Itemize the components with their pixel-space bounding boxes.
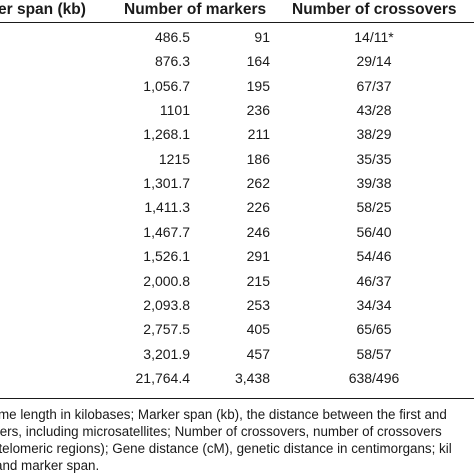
markers-cell: 3,438 bbox=[234, 369, 270, 386]
crossovers-cell: 54/46 bbox=[356, 248, 392, 265]
markers-cell: 186 bbox=[246, 150, 270, 167]
marker-span-cell: 1,411.3 bbox=[144, 199, 190, 216]
table-row: 3,201.9 457 58/57 bbox=[0, 342, 474, 366]
footnote-line-1: me length in kilobases; Marker span (kb)… bbox=[0, 407, 447, 422]
markers-cell: 195 bbox=[246, 77, 270, 94]
table-row: 876.3 164 29/14 bbox=[0, 49, 474, 73]
marker-span-cell: 1,301.7 bbox=[143, 175, 190, 192]
markers-cell: 262 bbox=[246, 175, 270, 192]
crossovers-cell: 39/38 bbox=[356, 175, 392, 192]
footnote-line-2: kers, including microsatellites; Number … bbox=[0, 424, 442, 439]
marker-span-cell: 1215 bbox=[158, 150, 190, 167]
table-row: 1,467.7 246 56/40 bbox=[0, 220, 474, 244]
header-rule bbox=[0, 22, 474, 23]
crossovers-cell: 67/37 bbox=[356, 77, 392, 94]
table-row: 1215 186 35/35 bbox=[0, 147, 474, 171]
markers-cell: 236 bbox=[246, 102, 270, 119]
markers-cell: 211 bbox=[247, 126, 270, 143]
crossovers-cell: 43/28 bbox=[356, 102, 392, 119]
marker-span-cell: 21,764.4 bbox=[135, 369, 191, 386]
table-row: 486.5 91 14/11* bbox=[0, 25, 474, 49]
marker-span-cell: 486.5 bbox=[154, 29, 190, 45]
table-row: 1,056.7 195 67/37 bbox=[0, 74, 474, 98]
crossovers-cell: 14/11* bbox=[354, 29, 394, 45]
markers-cell: 91 bbox=[254, 29, 270, 45]
markers-cell: 246 bbox=[246, 223, 270, 240]
header-marker-span: er span (kb) bbox=[0, 1, 86, 18]
header-number-of-crossovers: Number of crossovers bbox=[292, 1, 457, 18]
footnote-line-4: and marker span. bbox=[0, 458, 100, 473]
table-row: 2,000.8 215 46/37 bbox=[0, 269, 474, 293]
marker-span-cell: 3,201.9 bbox=[143, 345, 190, 362]
crossovers-cell: 638/496 bbox=[348, 369, 400, 386]
crossovers-cell: 58/57 bbox=[356, 345, 392, 362]
markers-cell: 291 bbox=[246, 248, 270, 265]
markers-cell: 164 bbox=[246, 53, 270, 70]
marker-span-cell: 1,268.1 bbox=[143, 126, 190, 143]
markers-cell: 226 bbox=[246, 199, 270, 216]
marker-span-cell: 2,757.5 bbox=[143, 321, 190, 338]
marker-span-cell: 876.3 bbox=[154, 53, 190, 70]
crossovers-cell: 29/14 bbox=[356, 53, 392, 70]
table-row: 1,268.1 211 38/29 bbox=[0, 122, 474, 146]
table-row: 2,093.8 253 34/34 bbox=[0, 293, 474, 317]
markers-cell: 405 bbox=[246, 321, 270, 338]
crossovers-cell: 56/40 bbox=[356, 223, 392, 240]
crossovers-cell: 34/34 bbox=[356, 296, 392, 313]
table-row: 1101 236 43/28 bbox=[0, 98, 474, 122]
crossovers-cell: 38/29 bbox=[356, 126, 392, 143]
markers-cell: 457 bbox=[246, 345, 270, 362]
table-row: 21,764.4 3,438 638/496 bbox=[0, 366, 474, 390]
marker-span-cell: 2,000.8 bbox=[143, 272, 190, 289]
marker-span-cell: 1,467.7 bbox=[143, 223, 190, 240]
table-row: 2,757.5 405 65/65 bbox=[0, 317, 474, 341]
crossovers-cell: 65/65 bbox=[356, 321, 392, 338]
table-row: 1,526.1 291 54/46 bbox=[0, 244, 474, 268]
footnote-line-3: otelomeric regions); Gene distance (cM),… bbox=[0, 441, 452, 456]
crossovers-cell: 35/35 bbox=[356, 150, 392, 167]
marker-span-cell: 1,056.7 bbox=[143, 77, 190, 94]
markers-cell: 215 bbox=[246, 272, 270, 289]
marker-span-cell: 1101 bbox=[159, 102, 190, 119]
table-row: 1,411.3 226 58/25 bbox=[0, 195, 474, 219]
crossovers-cell: 58/25 bbox=[356, 199, 392, 216]
bottom-rule bbox=[0, 398, 474, 399]
crossovers-cell: 46/37 bbox=[356, 272, 392, 289]
table-row: 1,301.7 262 39/38 bbox=[0, 171, 474, 195]
markers-cell: 253 bbox=[246, 296, 270, 313]
marker-span-cell: 2,093.8 bbox=[143, 296, 190, 313]
header-number-of-markers: Number of markers bbox=[124, 1, 267, 18]
marker-span-cell: 1,526.1 bbox=[143, 248, 190, 265]
